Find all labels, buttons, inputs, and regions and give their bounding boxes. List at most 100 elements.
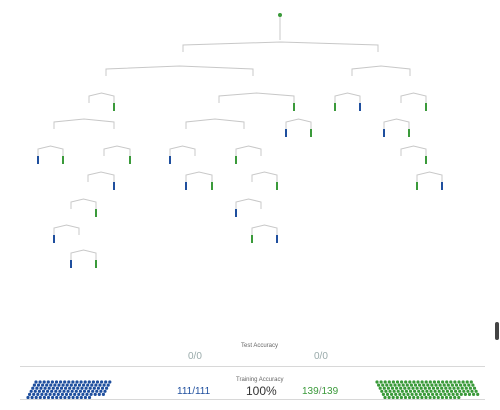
sample-dot bbox=[51, 395, 55, 400]
sample-dot bbox=[83, 380, 87, 384]
sample-dot bbox=[398, 392, 402, 396]
sample-dot bbox=[46, 395, 51, 400]
tree-branch[interactable] bbox=[105, 65, 254, 76]
leaf-node[interactable] bbox=[211, 182, 213, 190]
sample-dot bbox=[408, 395, 412, 400]
leaf-node[interactable] bbox=[408, 129, 410, 137]
leaf-node[interactable] bbox=[416, 182, 418, 190]
tree-branch[interactable] bbox=[87, 171, 115, 182]
tree-branch[interactable] bbox=[169, 145, 196, 156]
sample-dot bbox=[431, 392, 435, 396]
tree-branch[interactable] bbox=[185, 118, 245, 129]
sample-dot bbox=[78, 389, 82, 393]
sample-dot bbox=[81, 392, 85, 396]
tree-branch[interactable] bbox=[285, 118, 312, 129]
leaf-node[interactable] bbox=[334, 103, 336, 111]
leaf-node[interactable] bbox=[441, 182, 443, 190]
sample-dot bbox=[395, 386, 399, 390]
leaf-node[interactable] bbox=[235, 209, 237, 217]
sample-dot bbox=[423, 386, 427, 390]
tree-branch[interactable] bbox=[185, 171, 213, 182]
sample-dot bbox=[424, 395, 428, 400]
tree-branch[interactable] bbox=[416, 171, 443, 182]
tree-branch[interactable] bbox=[37, 145, 64, 156]
sample-dot bbox=[470, 389, 474, 393]
leaf-node[interactable] bbox=[310, 129, 312, 137]
sample-dot bbox=[31, 386, 35, 390]
sample-dot bbox=[50, 389, 54, 393]
sample-dot bbox=[89, 392, 93, 396]
sample-dot bbox=[444, 386, 448, 390]
leaf-node[interactable] bbox=[276, 235, 278, 243]
tree-branch[interactable] bbox=[235, 198, 262, 209]
train-left-score: 111/111 bbox=[177, 386, 210, 397]
sample-dot bbox=[87, 395, 92, 400]
tree-branch[interactable] bbox=[70, 198, 97, 209]
leaf-node[interactable] bbox=[383, 129, 385, 137]
sample-dot bbox=[457, 380, 461, 384]
leaf-node[interactable] bbox=[251, 235, 253, 243]
sample-dot bbox=[34, 395, 38, 400]
sample-dot bbox=[412, 380, 416, 384]
leaf-node[interactable] bbox=[95, 209, 97, 217]
tree-branch[interactable] bbox=[70, 249, 97, 260]
leaf-node[interactable] bbox=[37, 156, 39, 164]
leaf-node[interactable] bbox=[359, 103, 361, 111]
sample-dot bbox=[416, 395, 420, 400]
sample-dot bbox=[93, 392, 97, 396]
tree-branch[interactable] bbox=[182, 41, 379, 52]
sample-dot bbox=[393, 383, 397, 387]
tree-branch[interactable] bbox=[235, 145, 262, 156]
tree-branch[interactable] bbox=[400, 92, 427, 103]
leaf-node[interactable] bbox=[53, 235, 55, 243]
sample-dot bbox=[429, 389, 433, 393]
tree-branch[interactable] bbox=[383, 118, 410, 129]
sample-dot bbox=[70, 389, 74, 393]
leaf-node[interactable] bbox=[293, 103, 295, 111]
tree-branch[interactable] bbox=[351, 65, 411, 76]
tree-root-node[interactable] bbox=[278, 13, 282, 17]
sample-dot bbox=[69, 392, 73, 396]
leaf-node[interactable] bbox=[425, 156, 427, 164]
leaf-node[interactable] bbox=[169, 156, 171, 164]
sample-dot bbox=[377, 383, 381, 387]
sample-dot bbox=[53, 383, 57, 387]
sample-dot bbox=[432, 395, 436, 400]
tree-branch[interactable] bbox=[53, 118, 115, 129]
tree-branch[interactable] bbox=[88, 92, 115, 103]
leaf-node[interactable] bbox=[113, 103, 115, 111]
tree-edges bbox=[37, 17, 443, 260]
sample-dot bbox=[87, 380, 91, 384]
sample-dot bbox=[457, 395, 461, 400]
sample-dot bbox=[426, 392, 431, 396]
sample-dot bbox=[55, 395, 59, 400]
sample-dot bbox=[408, 389, 413, 393]
tree-branch[interactable] bbox=[334, 92, 361, 103]
leaf-node[interactable] bbox=[113, 182, 115, 190]
leaf-node[interactable] bbox=[185, 182, 187, 190]
scrollbar-thumb[interactable] bbox=[495, 322, 499, 340]
tree-branch[interactable] bbox=[251, 171, 278, 182]
leaf-node[interactable] bbox=[129, 156, 131, 164]
tree-branch[interactable] bbox=[251, 224, 278, 235]
sample-dot bbox=[432, 380, 436, 384]
sample-dot bbox=[67, 395, 71, 400]
sample-dot bbox=[39, 386, 43, 390]
sample-dot bbox=[436, 386, 440, 390]
leaf-node[interactable] bbox=[285, 129, 287, 137]
leaf-node[interactable] bbox=[235, 156, 237, 164]
sample-dot bbox=[41, 383, 45, 387]
tree-branch[interactable] bbox=[218, 92, 295, 103]
sample-dot bbox=[67, 380, 71, 384]
sample-dot bbox=[46, 389, 50, 393]
leaf-node[interactable] bbox=[95, 260, 97, 268]
tree-branch[interactable] bbox=[400, 145, 427, 156]
leaf-node[interactable] bbox=[70, 260, 72, 268]
leaf-node[interactable] bbox=[425, 103, 427, 111]
leaf-node[interactable] bbox=[276, 182, 278, 190]
tree-branch[interactable] bbox=[103, 145, 131, 156]
leaf-node[interactable] bbox=[62, 156, 64, 164]
tree-branch[interactable] bbox=[53, 224, 80, 235]
sample-dot bbox=[101, 392, 105, 396]
sample-dot bbox=[47, 386, 51, 390]
